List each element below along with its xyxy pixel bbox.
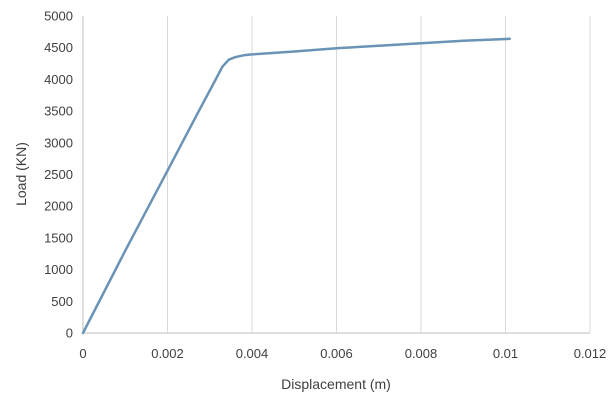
y-tick-label: 1000 xyxy=(44,262,73,277)
axes xyxy=(82,16,590,334)
x-axis-title: Displacement (m) xyxy=(281,376,391,392)
series-layer xyxy=(81,37,511,335)
y-tick-label: 4500 xyxy=(44,40,73,55)
y-tick-label: 1500 xyxy=(44,230,73,245)
y-tick-label: 0 xyxy=(66,326,73,341)
x-tick-label: 0.004 xyxy=(236,346,269,361)
x-tick-label: 0.006 xyxy=(320,346,353,361)
y-tick-label: 2000 xyxy=(44,199,73,214)
x-tick-label: 0.008 xyxy=(405,346,438,361)
y-tick-label: 500 xyxy=(51,294,73,309)
x-tick-label: 0.01 xyxy=(493,346,518,361)
y-axis-title: Load (KN) xyxy=(13,142,29,206)
y-tick-label: 5000 xyxy=(44,9,73,24)
x-tick-label: 0 xyxy=(79,346,86,361)
y-tick-label: 2500 xyxy=(44,167,73,182)
series-line xyxy=(81,37,511,335)
y-tick-label: 3000 xyxy=(44,135,73,150)
tick-labels: 0 0.002 0.004 0.006 0.008 0.01 0.012 0 500 1000 15… xyxy=(44,9,606,362)
y-tick-label: 3500 xyxy=(44,104,73,119)
gridlines xyxy=(167,16,591,333)
x-tick-label: 0.012 xyxy=(574,346,607,361)
x-tick-label: 0.002 xyxy=(151,346,184,361)
y-tick-label: 4000 xyxy=(44,72,73,87)
